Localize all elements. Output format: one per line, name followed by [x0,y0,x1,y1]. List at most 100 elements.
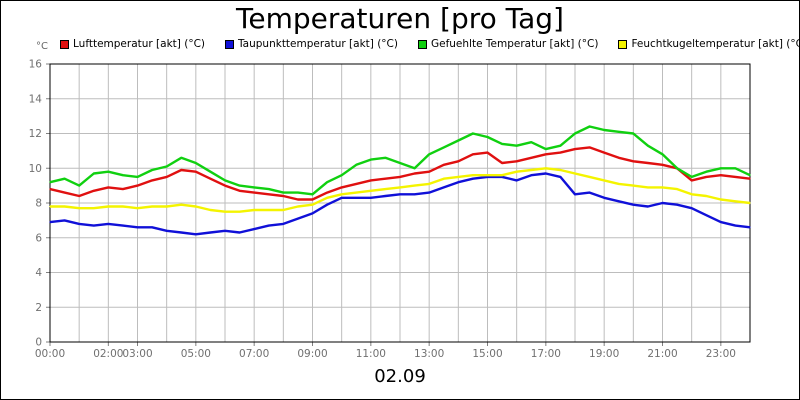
series-4-point [238,211,241,213]
series-2-point [647,205,649,208]
series-2-point [224,230,226,232]
series-1-point [136,185,139,187]
series-4-point [530,169,532,171]
series-1-point [195,171,197,173]
series-4-point [705,195,707,197]
series-3-point [268,188,270,190]
series-1-point [501,162,503,164]
series-4-point [632,185,634,187]
series-1-point [209,178,212,180]
series-3-point [78,185,80,187]
series-1-point [516,160,518,162]
series-1-point [399,176,401,178]
series-2-point [443,186,445,188]
series-2-point [151,226,153,228]
series-3-point [49,181,51,183]
series-1-point [647,162,649,164]
series-1-point [588,146,591,148]
x-tick-label: 00:00 [35,348,65,360]
series-3-point [93,172,95,175]
series-1-point [297,198,299,201]
series-1-point [603,152,605,154]
series-2-point [195,233,197,235]
series-3-point [311,193,314,195]
series-3-point [180,157,182,159]
series-2-point [457,181,459,183]
series-4-point [516,171,518,173]
y-tick-label: 8 [35,198,42,210]
series-3-point [618,131,620,133]
series-3-point [720,167,722,169]
series-3-point [107,171,109,173]
series-2-point [238,231,241,234]
legend-swatch [60,39,69,49]
series-1-point [224,185,226,187]
y-tick-label: 16 [29,59,43,71]
series-1-point [166,176,168,178]
x-tick-label: 17:00 [531,348,561,360]
series-2-point [268,224,270,227]
series-1-point [443,164,445,166]
legend: Lufttemperatur [akt] (°C) Taupunkttempera… [60,38,800,50]
legend-item: Taupunkttemperatur [akt] (°C) [225,38,398,50]
series-4-point [341,193,343,195]
chart-title: Temperaturen [pro Tag] [236,2,564,35]
series-4-point [107,205,109,208]
series-2-point [501,176,503,178]
series-2-point [122,224,124,227]
legend-swatch [225,39,234,49]
series-3-point [63,178,66,180]
series-3-point [166,165,168,168]
series-3-point [136,176,139,178]
series-2-point [136,226,139,228]
legend-swatch [417,39,427,49]
series-3-point [238,185,241,187]
series-3-point [326,181,328,183]
series-1-point [457,160,459,162]
series-1-point [530,157,532,159]
series-2-point [63,219,66,221]
series-4-point [122,205,124,208]
series-1-point [384,178,387,180]
series-4-point [93,207,95,209]
series-2-point [180,231,182,234]
series-1-point [93,190,95,192]
series-2-point [516,179,518,182]
legend-item: Lufttemperatur [akt] (°C) [60,38,205,50]
y-tick-label: 12 [29,128,42,140]
series-4-point [720,198,722,201]
series-2-point [676,204,678,206]
series-2-point [370,197,372,199]
series-3-point [224,179,226,182]
series-4-point [603,179,605,182]
series-4-point [588,176,591,178]
y-tick-label: 2 [35,302,42,314]
series-1-point [151,179,153,182]
series-3-point [209,171,212,173]
series-2-point [384,195,387,197]
series-3-point [691,176,693,178]
series-4-point [647,186,649,188]
series-2-point [326,204,328,206]
x-tick-label: 05:00 [181,348,211,360]
series-3-point [428,153,430,155]
series-1-point [311,198,314,201]
series-2-point [49,221,51,223]
series-1-point [428,171,430,173]
series-3-point [705,171,707,173]
series-1-point [472,153,474,155]
x-tick-label: 23:00 [706,348,736,360]
series-2-point [209,231,212,234]
series-4-point [195,205,197,208]
series-2-point [413,193,416,195]
series-3-point [588,125,591,128]
series-2-point [428,191,430,194]
series-4-point [501,174,503,176]
series-4-point [326,197,328,199]
series-1-point [574,148,576,150]
series-3-point [457,139,459,142]
series-4-point [370,190,372,192]
series-3-point [413,167,416,169]
series-2-point [107,223,109,225]
